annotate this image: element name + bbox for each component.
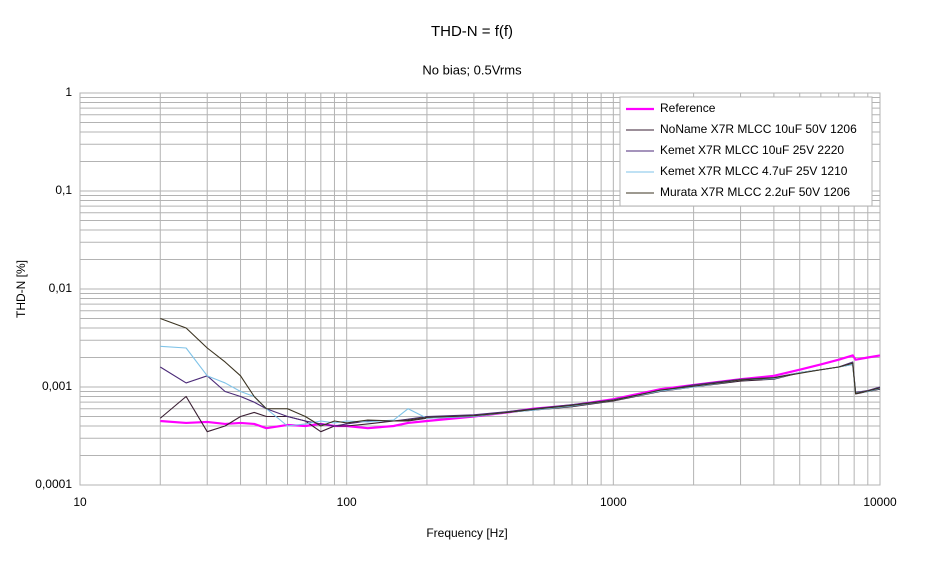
chart-title: THD-N = f(f) — [431, 23, 513, 40]
legend-label: Kemet X7R MLCC 10uF 25V 2220 — [660, 143, 844, 157]
legend: Reference NoName X7R MLCC 10uF 50V 1206 Ke… — [619, 96, 873, 207]
y-tick-label: 0,001 — [42, 379, 72, 393]
x-tick-label: 10 — [73, 495, 87, 509]
series-line — [160, 317, 881, 427]
x-tick-label: 10000 — [863, 495, 897, 509]
y-tick-label: 1 — [65, 85, 72, 99]
y-tick-label: 0,1 — [55, 183, 72, 197]
legend-label: Kemet X7R MLCC 4.7uF 25V 1210 — [660, 164, 848, 178]
legend-label: Murata X7R MLCC 2.2uF 50V 1206 — [660, 185, 850, 199]
series-line — [160, 354, 881, 430]
legend-box — [619, 96, 873, 207]
legend-label: Reference — [660, 101, 716, 115]
y-axis-label: THD-N [%] — [14, 260, 28, 318]
x-tick-label: 100 — [337, 495, 357, 509]
x-axis-label: Frequency [Hz] — [426, 526, 507, 540]
legend-label: NoName X7R MLCC 10uF 50V 1206 — [660, 122, 857, 136]
x-tick-label: 1000 — [600, 495, 627, 509]
y-tick-label: 0,01 — [49, 281, 73, 295]
chart-subtitle: No bias; 0.5Vrms — [422, 62, 522, 77]
y-tick-label: 0,0001 — [35, 477, 72, 491]
